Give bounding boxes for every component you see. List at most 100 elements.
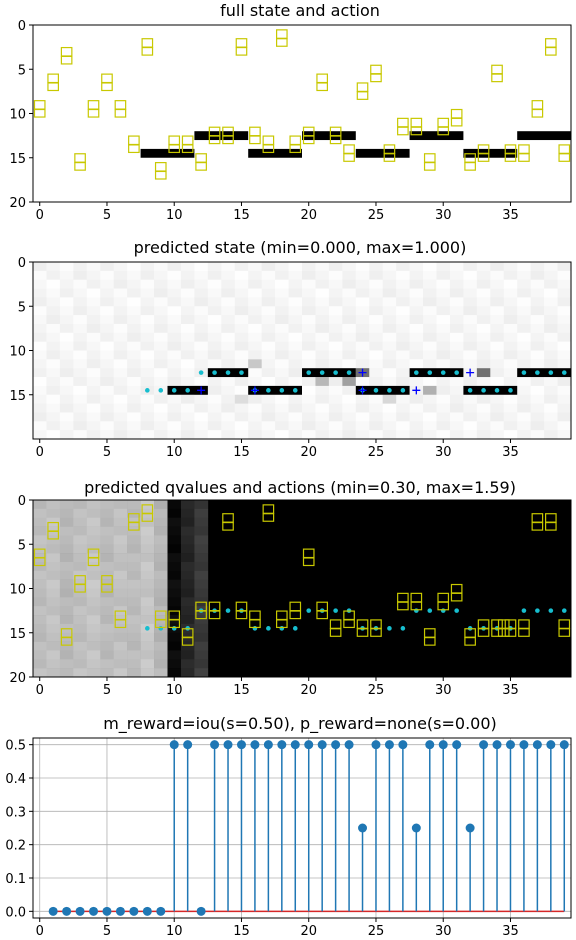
p3-qvalue-cell xyxy=(113,588,128,598)
p2-cell xyxy=(275,377,289,387)
p3-action-marker-lower xyxy=(558,628,571,637)
p2-cell xyxy=(396,323,410,334)
p3-qvalue-cell xyxy=(59,553,74,563)
p3-action-dot xyxy=(145,626,150,631)
p2-cell xyxy=(328,262,343,272)
p2-cell xyxy=(436,394,451,404)
p2-cell xyxy=(127,270,141,280)
p2-cell xyxy=(261,394,276,404)
p2-cell xyxy=(127,385,141,396)
p3-qvalue-cell xyxy=(113,570,128,580)
p2-cell xyxy=(46,332,61,342)
p3-action-dot xyxy=(292,626,298,631)
p2-cell xyxy=(342,341,357,351)
p1-action-marker-lower xyxy=(262,144,275,154)
p1-state-bar xyxy=(302,131,356,141)
p2-gray-cell xyxy=(315,377,329,386)
p4-stem-marker xyxy=(452,740,462,750)
p2-action-dot xyxy=(414,370,419,375)
p2-cell xyxy=(140,279,155,289)
p1-ytick-label: 0 xyxy=(18,19,26,34)
p2-cell xyxy=(73,297,88,307)
p2-cell xyxy=(73,412,88,422)
p3-qvalue-cell xyxy=(100,553,114,563)
p2-cell xyxy=(113,315,128,325)
p2-cell xyxy=(194,394,209,404)
p2-cell xyxy=(234,288,249,298)
p2-cell xyxy=(167,297,182,307)
p3-qvalue-cell xyxy=(180,526,195,536)
p2-cell xyxy=(154,377,168,387)
p2-cell xyxy=(517,306,531,316)
p3-qvalue-cell xyxy=(127,544,141,554)
p1-xtick-label: 10 xyxy=(166,208,183,223)
p2-cell xyxy=(382,306,397,316)
p3-qvalue-cell xyxy=(46,623,61,634)
p3-qvalue-cell xyxy=(46,535,61,545)
p2-cell xyxy=(517,394,531,404)
p2-cell xyxy=(86,288,101,298)
p2-cell xyxy=(369,288,383,298)
p2-cell xyxy=(342,412,357,422)
p2-cell xyxy=(449,288,464,298)
p2-cell xyxy=(476,315,491,325)
p4-stem-marker xyxy=(492,740,502,750)
p3-qvalue-cell xyxy=(127,641,141,651)
p3-qvalue-cell xyxy=(154,544,168,554)
p2-cell xyxy=(423,297,437,307)
p4-ytick-label: 0.2 xyxy=(5,839,26,854)
p2-cell xyxy=(73,279,88,289)
p3-frame xyxy=(32,499,572,678)
p2-cell xyxy=(490,403,505,413)
p2-action-dot xyxy=(319,370,325,375)
p2-ytick-label: 5 xyxy=(18,300,26,315)
p2-cell xyxy=(113,297,128,307)
p3-qvalue-cell xyxy=(73,641,88,651)
p2-cell xyxy=(436,279,451,289)
p3-qvalue-cell xyxy=(154,526,168,536)
p3-qvalue-cell xyxy=(46,570,61,580)
p2-cell xyxy=(73,315,88,325)
p2-cell xyxy=(113,341,128,351)
p2-action-dot xyxy=(212,370,217,375)
p3-qvalue-cell xyxy=(100,500,114,510)
p2-cell xyxy=(288,377,303,387)
p2-cell xyxy=(275,430,289,440)
p3-qvalue-cell xyxy=(46,659,61,669)
p3-qvalue-cell xyxy=(73,517,88,527)
p2-cell xyxy=(490,359,505,369)
p2-cell xyxy=(382,421,397,431)
p3-qvalue-cell xyxy=(33,517,47,527)
p2-cell xyxy=(194,323,209,334)
p1-action-marker-lower xyxy=(450,117,463,127)
p3-qvalue-cell xyxy=(59,641,74,651)
p2-cell xyxy=(127,323,141,334)
p2-cell xyxy=(100,306,114,316)
p2-cell xyxy=(315,341,330,351)
p3-qvalue-cell xyxy=(46,553,61,563)
p2-cell xyxy=(221,288,236,298)
p2-cell xyxy=(436,306,451,316)
p3-action-dot xyxy=(535,608,540,613)
p2-cell xyxy=(463,270,478,280)
p3-action-marker-lower xyxy=(195,610,207,620)
p2-cell xyxy=(154,359,168,369)
p3-qvalue-cell xyxy=(59,517,74,527)
p4-ytick-label: 0.4 xyxy=(5,772,26,787)
p2-cell xyxy=(423,430,437,440)
p1-action-marker-lower xyxy=(289,144,302,154)
p3-qvalue-cell xyxy=(113,561,128,572)
p2-cell xyxy=(127,297,141,307)
p2-cell xyxy=(73,430,88,440)
p2-cell xyxy=(382,412,397,422)
p2-cell xyxy=(73,323,88,334)
p2-cell xyxy=(154,403,168,413)
p2-cell xyxy=(315,350,330,360)
p2-cell xyxy=(221,306,236,316)
p2-cell xyxy=(288,412,303,422)
p3-action-dot xyxy=(427,608,433,613)
p2-cell xyxy=(86,306,101,316)
p3-qvalue-cell xyxy=(113,597,128,607)
p3-action-marker-lower xyxy=(544,521,557,531)
p2-cell xyxy=(180,403,195,413)
